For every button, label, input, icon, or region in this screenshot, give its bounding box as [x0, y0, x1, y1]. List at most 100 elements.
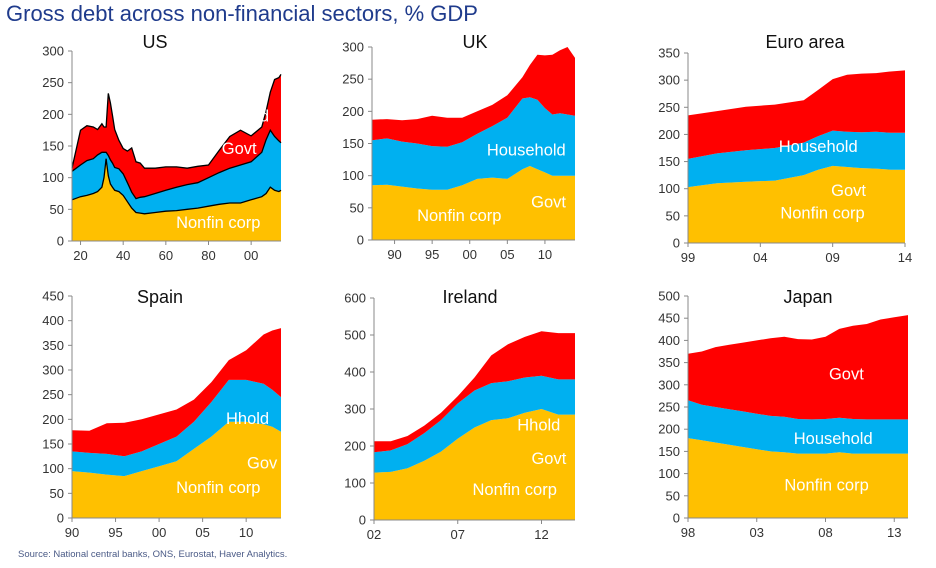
y-tick-label: 400 [42, 313, 64, 328]
area-household [688, 400, 908, 454]
y-tick-label: 200 [344, 439, 366, 454]
y-tick-label: 600 [344, 291, 366, 306]
nonfin-label: Nonfin corp [780, 205, 864, 223]
chart-panel-0: 0 50 100 150 200 250 300 20 40 60 80 00 US Nonfin cor… [42, 32, 282, 263]
area-nonfin [688, 165, 905, 243]
y-tick-label: 100 [344, 476, 366, 491]
x-tick-label: 90 [387, 247, 401, 262]
x-tick-label: 04 [753, 250, 767, 265]
x-tick-label: 60 [159, 248, 173, 263]
x-tick-label: 12 [534, 527, 548, 542]
chart-panel-3: 0 50 100 150 200 250 300 350 400 450 90 95 00 05 10 Spa… [42, 287, 281, 540]
y-tick-label: 450 [42, 289, 64, 304]
x-tick-label: 10 [239, 525, 253, 540]
y-tick-label: 200 [342, 104, 364, 119]
y-tick-label: 250 [658, 100, 680, 115]
x-tick-label: 00 [152, 525, 166, 540]
area-govt [72, 328, 281, 457]
y-tick-label: 200 [42, 107, 64, 122]
govt-label: Govt [531, 450, 566, 468]
y-tick-label: 0 [357, 233, 364, 248]
x-tick-label: 09 [825, 250, 839, 265]
chart-title: UK [462, 32, 487, 52]
y-tick-label: 350 [658, 46, 680, 61]
y-tick-label: 0 [359, 513, 366, 528]
govt-label: Govt [831, 182, 866, 200]
area-nonfin [372, 166, 575, 240]
chart-panel-2: 0 50 100 150 200 250 300 350 99 04 09 14 Euro area No… [658, 32, 912, 265]
y-tick-label: 300 [42, 363, 64, 378]
area-nonfin [72, 421, 281, 518]
household-label: Hhold [226, 410, 269, 428]
chart-title: US [142, 32, 167, 52]
govt-label: Gov [247, 455, 278, 473]
x-tick-label: 90 [65, 525, 79, 540]
nonfin-label: Nonfin corp [176, 479, 260, 497]
y-tick-label: 250 [658, 400, 680, 415]
x-tick-label: 80 [201, 248, 215, 263]
y-tick-label: 250 [42, 387, 64, 402]
y-tick-label: 500 [658, 289, 680, 304]
area-household [72, 130, 281, 214]
y-tick-label: 300 [42, 44, 64, 59]
area-nonfin [72, 158, 281, 241]
area-household [72, 379, 281, 477]
area-household [374, 375, 575, 473]
y-tick-label: 150 [42, 437, 64, 452]
x-tick-label: 99 [681, 250, 695, 265]
y-tick-label: 400 [344, 365, 366, 380]
y-tick-label: 150 [658, 154, 680, 169]
nonfin-label: Nonfin corp [784, 477, 868, 495]
area-govt [374, 331, 575, 453]
household-label: Household [794, 430, 873, 448]
household-label: Hhold [517, 417, 560, 435]
y-tick-label: 200 [42, 412, 64, 427]
y-tick-label: 400 [658, 333, 680, 348]
x-tick-label: 20 [73, 248, 87, 263]
y-tick-label: 350 [658, 355, 680, 370]
x-tick-label: 95 [425, 247, 439, 262]
x-tick-label: 05 [500, 247, 514, 262]
y-tick-label: 150 [342, 136, 364, 151]
x-tick-label: 98 [681, 525, 695, 540]
nonfin-label: Nonfin corp [417, 207, 501, 225]
y-tick-label: 150 [658, 444, 680, 459]
y-tick-label: 150 [42, 139, 64, 154]
area-nonfin [374, 409, 575, 520]
y-tick-label: 300 [344, 402, 366, 417]
y-tick-label: 250 [342, 72, 364, 87]
page-title: Gross debt across non-financial sectors,… [6, 1, 478, 26]
x-tick-label: 00 [244, 248, 258, 263]
source-note: Source: National central banks, ONS, Eur… [18, 549, 288, 560]
y-tick-label: 250 [42, 75, 64, 90]
y-tick-label: 0 [673, 511, 680, 526]
x-tick-label: 02 [367, 527, 381, 542]
area-govt [372, 47, 575, 147]
y-tick-label: 50 [50, 202, 64, 217]
area-nonfin [688, 438, 908, 518]
y-tick-label: 300 [658, 377, 680, 392]
x-tick-label: 40 [116, 248, 130, 263]
y-tick-label: 450 [658, 311, 680, 326]
x-tick-label: 10 [538, 247, 552, 262]
y-tick-label: 300 [658, 73, 680, 88]
chart-title: Euro area [765, 32, 845, 52]
y-tick-label: 100 [42, 170, 64, 185]
y-tick-label: 200 [658, 127, 680, 142]
outline-household [71, 128, 282, 200]
x-tick-label: 00 [463, 247, 477, 262]
nonfin-label: Nonfin corp [176, 214, 260, 232]
govt-label: Govt [829, 366, 864, 384]
y-tick-label: 100 [658, 466, 680, 481]
outline-govt [71, 74, 282, 169]
y-tick-label: 50 [50, 486, 64, 501]
govt-label: Govt [222, 140, 257, 158]
y-tick-label: 50 [666, 488, 680, 503]
area-govt [688, 70, 905, 159]
x-tick-label: 05 [195, 525, 209, 540]
chart-panel-1: 0 50 100 150 200 250 300 90 95 00 05 10 UK Nonfin cor… [342, 32, 575, 262]
x-tick-label: 08 [818, 525, 832, 540]
chart-panel-5: 0 50 100 150 200 250 300 350 400 450 500 98 03 08 13 Ja… [658, 287, 908, 540]
y-tick-label: 350 [42, 338, 64, 353]
